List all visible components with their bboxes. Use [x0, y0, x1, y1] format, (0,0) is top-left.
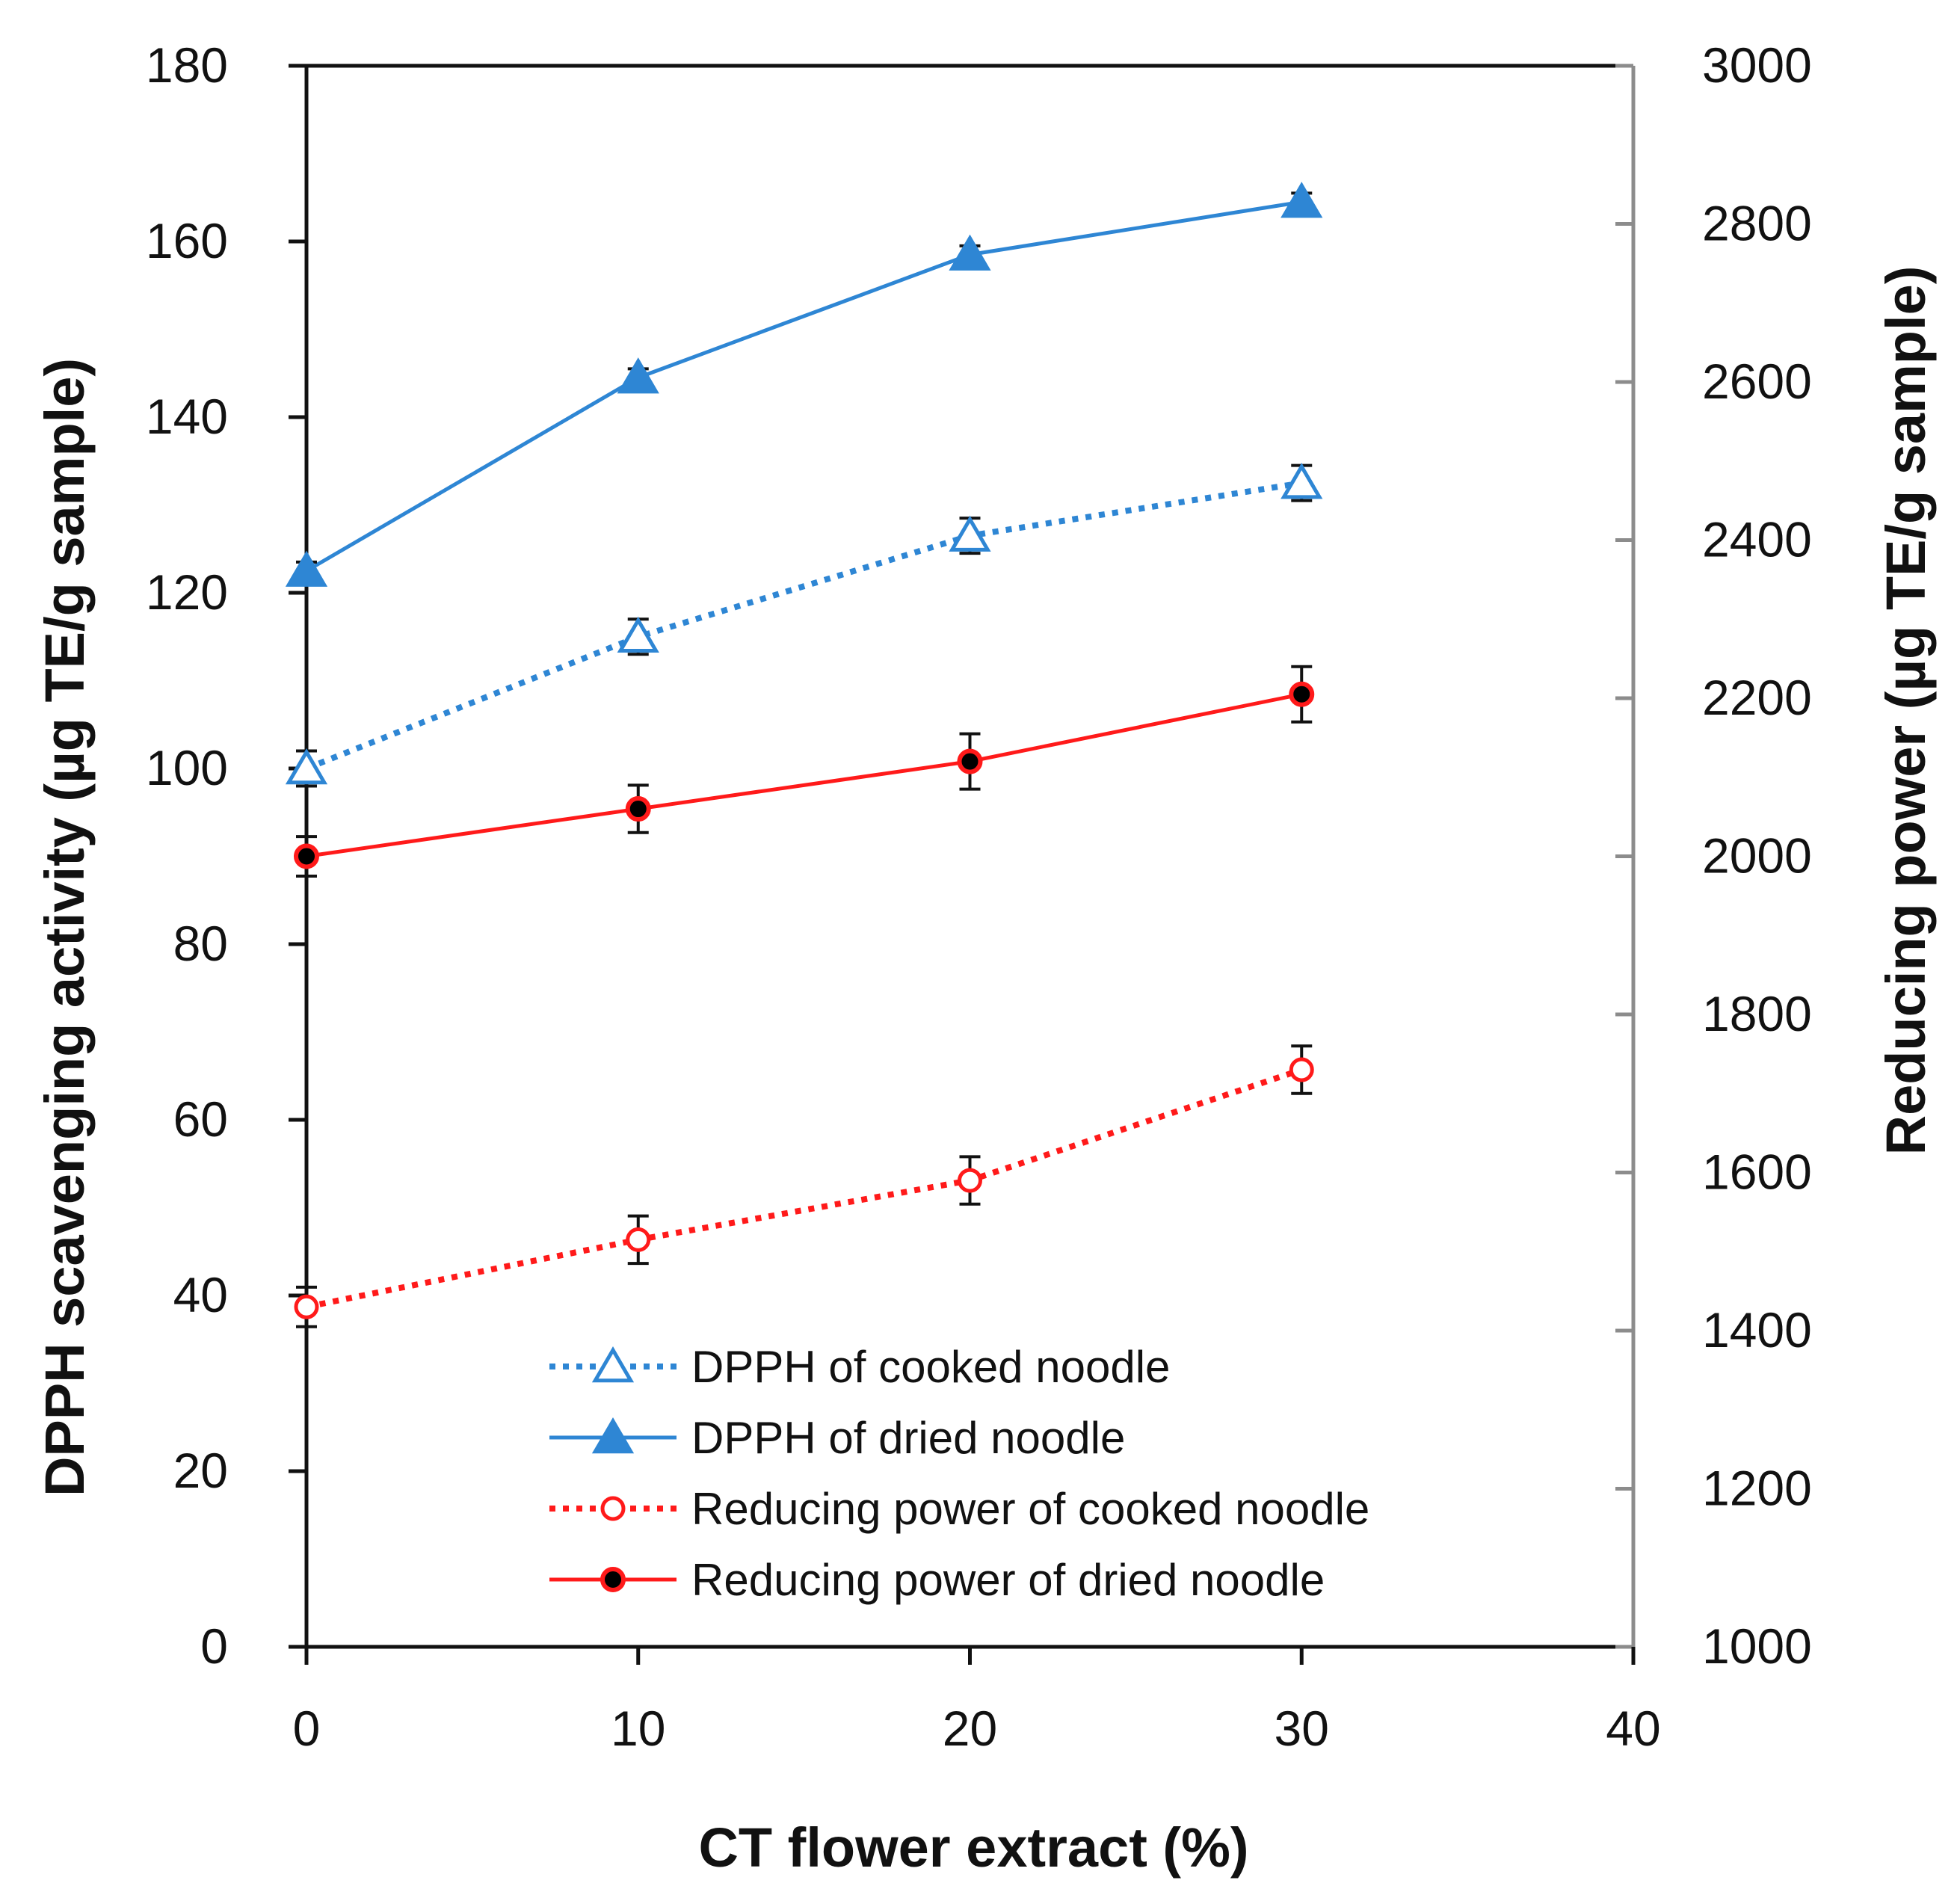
legend-label: DPPH of cooked noodle [691, 1342, 1170, 1392]
series-3 [294, 1044, 1314, 1328]
series-line [306, 1067, 1303, 1310]
open-circle-marker [626, 1227, 651, 1252]
y-tick-label: 160 [146, 213, 228, 268]
filled-circle-marker [1289, 681, 1315, 707]
x-tick-label: 20 [943, 1701, 997, 1756]
legend-item-2: DPPH of dried noodle [549, 1413, 1125, 1463]
y-tick-label: 40 [173, 1267, 228, 1322]
y2-tick-label: 1200 [1702, 1461, 1812, 1516]
x-tick-label: 30 [1275, 1701, 1329, 1756]
open-triangle-marker [591, 1346, 635, 1383]
x-tick-label: 10 [611, 1701, 665, 1756]
open-circle-marker [294, 1294, 319, 1319]
legend-label: DPPH of dried noodle [691, 1413, 1125, 1463]
series-1 [285, 463, 1323, 788]
y-axis-title: DPPH scavenging activity (µg TE/g sample… [34, 358, 96, 1497]
open-circle-marker [958, 1168, 982, 1193]
y2-tick-label: 1600 [1702, 1144, 1812, 1200]
y-tick-label: 120 [146, 564, 228, 620]
legend: DPPH of cooked noodle DPPH of dried noodl… [549, 1342, 1369, 1605]
y-tick-label: 180 [146, 37, 228, 93]
y-tick-label: 100 [146, 740, 228, 795]
legend-item-3: Reducing power of cooked noodle [549, 1484, 1369, 1534]
tick-labels-group: 0204060801001201401601801000120014001600… [146, 37, 1812, 1756]
filled-triangle-marker [285, 550, 328, 587]
y-tick-label: 20 [173, 1443, 228, 1498]
filled-triangle-marker [1281, 182, 1323, 218]
y2-tick-label: 1000 [1702, 1618, 1812, 1674]
y2-tick-label: 2400 [1702, 512, 1812, 567]
open-triangle-marker [285, 748, 328, 785]
legend-item-1: DPPH of cooked noodle [549, 1342, 1170, 1392]
y2-tick-label: 3000 [1702, 37, 1812, 93]
filled-circle-marker [957, 748, 983, 774]
filled-circle-marker [294, 843, 319, 869]
y2-tick-label: 2000 [1702, 828, 1812, 884]
open-triangle-marker [617, 616, 659, 653]
series-line [305, 200, 1302, 573]
y-tick-label: 80 [173, 916, 228, 971]
x-axis-title: CT flower extract (%) [698, 1817, 1248, 1879]
y2-tick-label: 1800 [1702, 986, 1812, 1041]
legend-label: Reducing power of cooked noodle [691, 1484, 1369, 1534]
filled-circle-marker [600, 1567, 626, 1592]
series-4 [294, 665, 1315, 878]
filled-circle-marker [625, 796, 651, 822]
legend-label: Reducing power of dried noodle [691, 1555, 1325, 1605]
y2-tick-label: 2200 [1702, 670, 1812, 725]
y-tick-label: 60 [173, 1091, 228, 1147]
legend-item-4: Reducing power of dried noodle [549, 1555, 1325, 1605]
series-2 [285, 182, 1323, 587]
x-tick-label: 0 [293, 1701, 321, 1756]
y-tick-label: 140 [146, 389, 228, 444]
y2-axis-title: Reducing power (µg TE/g sample) [1875, 266, 1937, 1156]
open-triangle-marker [949, 515, 991, 552]
series-line [305, 480, 1302, 771]
y2-tick-label: 2600 [1702, 354, 1812, 409]
filled-triangle-marker [617, 357, 659, 394]
series-line [306, 692, 1302, 858]
open-triangle-marker [1281, 463, 1323, 499]
x-tick-label: 40 [1606, 1701, 1660, 1756]
open-circle-marker [1289, 1057, 1314, 1082]
filled-triangle-marker [591, 1417, 635, 1454]
series-group [285, 182, 1323, 1328]
y2-tick-label: 2800 [1702, 196, 1812, 251]
open-circle-marker [600, 1496, 626, 1521]
y-tick-label: 0 [200, 1618, 228, 1674]
filled-triangle-marker [949, 234, 991, 271]
y2-tick-label: 1400 [1702, 1302, 1812, 1358]
